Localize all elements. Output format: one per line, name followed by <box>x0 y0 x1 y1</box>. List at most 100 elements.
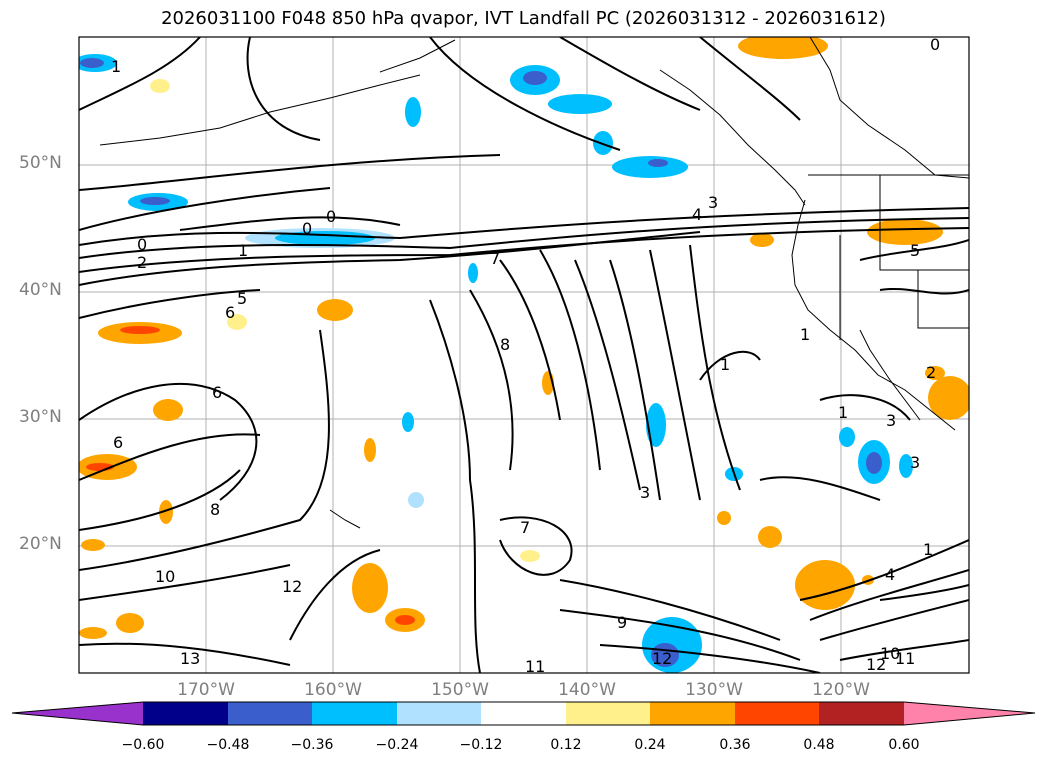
colorbar-segment <box>819 702 904 725</box>
lon-label: 120°W <box>812 680 870 700</box>
contour-label: 1 <box>800 325 810 344</box>
negative-anomaly <box>548 94 612 114</box>
contour-label: 7 <box>520 518 530 537</box>
contour-label: 3 <box>886 411 896 430</box>
positive-anomaly <box>352 563 388 613</box>
contour-label: 11 <box>525 657 545 676</box>
positive-anomaly <box>520 550 540 562</box>
colorbar-tick-label: −0.36 <box>290 737 334 753</box>
contour-label: 4 <box>885 565 895 584</box>
contour-label: 2 <box>137 253 147 272</box>
colorbar-segment <box>397 702 481 725</box>
contour-label: 3 <box>708 193 718 212</box>
colorbar-segment <box>481 702 566 725</box>
contour-label: 5 <box>910 241 920 260</box>
colorbar-segment <box>650 702 735 725</box>
colorbar-tick-label: −0.12 <box>459 737 503 753</box>
colorbar-tick-label: 0.60 <box>888 737 920 753</box>
positive-anomaly <box>717 511 731 525</box>
contour-label: 1 <box>838 403 848 422</box>
contour-label: 12 <box>282 577 302 596</box>
negative-anomaly <box>612 156 688 178</box>
chart-title: 2026031100 F048 850 hPa qvapor, IVT Land… <box>161 8 886 29</box>
colorbar-tick-label: −0.48 <box>206 737 250 753</box>
colorbar-tick-label: 0.24 <box>634 737 666 753</box>
map-frame <box>78 36 970 674</box>
contour-label: 0 <box>326 207 336 226</box>
contour-label: 0 <box>302 219 312 238</box>
colorbar-segment <box>228 702 312 725</box>
contour-label: 6 <box>113 433 123 452</box>
negative-anomaly <box>402 412 414 432</box>
contour-label: 0 <box>137 235 147 254</box>
positive-anomaly <box>317 299 353 321</box>
lon-label: 150°W <box>431 680 489 700</box>
negative-anomaly <box>839 427 855 447</box>
contour-label: 9 <box>617 613 627 632</box>
colorbar-outline <box>11 701 1036 726</box>
contour-label: 10 <box>155 567 175 586</box>
contour-label: 12 <box>652 649 672 668</box>
positive-anomaly <box>364 438 376 462</box>
colorbar-segment <box>312 702 397 725</box>
colorbar-segment <box>143 702 228 725</box>
coastlines <box>99 37 969 529</box>
lat-label: 50°N <box>19 153 62 173</box>
positive-anomaly <box>159 500 173 524</box>
lon-label: 130°W <box>685 680 743 700</box>
colorbar-segment <box>12 702 143 725</box>
positive-anomaly <box>750 233 774 247</box>
positive-anomaly <box>867 219 943 245</box>
lon-label: 170°W <box>177 680 235 700</box>
contour-label: 10 <box>880 644 900 663</box>
positive-anomaly <box>738 37 828 59</box>
lon-label: 160°W <box>304 680 362 700</box>
contour-label: 3 <box>910 453 920 472</box>
positive-anomaly <box>81 539 105 551</box>
colorbar-tick-label: 0.36 <box>719 737 751 753</box>
contour-label: 4 <box>692 205 702 224</box>
contour-label: 6 <box>212 383 222 402</box>
contour-label: 5 <box>237 289 247 308</box>
contour-label: 2 <box>926 363 936 382</box>
qvapor-fill <box>79 37 969 673</box>
negative-anomaly <box>405 97 421 127</box>
contour-label: 7 <box>490 249 500 268</box>
contour-label: 1 <box>111 57 121 76</box>
negative-anomaly <box>468 263 478 283</box>
positive-anomaly <box>758 526 782 548</box>
colorbar-tick-label: 0.12 <box>550 737 582 753</box>
colorbar-tick-label: 0.48 <box>803 737 835 753</box>
positive-anomaly <box>795 560 855 610</box>
colorbar-segment <box>566 702 650 725</box>
contour-label: 8 <box>500 335 510 354</box>
lat-label: 40°N <box>19 280 62 300</box>
map-panel: 0 0 0 0 1 1 1 1 1 1 2 2 3 3 3 3 4 4 5 5 … <box>78 35 970 676</box>
positive-anomaly <box>116 613 144 633</box>
contour-label: 1 <box>923 540 933 559</box>
positive-anomaly <box>150 79 170 93</box>
contour-labels: 0 0 0 0 1 1 1 1 1 1 2 2 3 3 3 3 4 4 5 5 … <box>111 35 940 676</box>
contour-label: 1 <box>238 241 248 260</box>
negative-anomaly <box>646 403 666 447</box>
positive-anomaly <box>928 376 969 420</box>
gridlines <box>79 37 969 673</box>
lon-label: 140°W <box>558 680 616 700</box>
ivt-contours <box>79 37 969 673</box>
negative-anomaly <box>593 131 613 155</box>
contour-label: 0 <box>930 35 940 54</box>
positive-anomaly <box>925 366 945 380</box>
positive-anomaly <box>79 627 107 639</box>
contour-label: 12 <box>866 655 886 674</box>
negative-anomaly <box>408 492 424 508</box>
contour-label: 3 <box>640 483 650 502</box>
colorbar-tick-label: −0.60 <box>121 737 165 753</box>
positive-anomaly <box>153 399 183 421</box>
contour-label: 6 <box>225 303 235 322</box>
lat-label: 20°N <box>19 534 62 554</box>
lat-label: 30°N <box>19 407 62 427</box>
contour-label: 13 <box>180 649 200 668</box>
contour-label: 11 <box>895 649 915 668</box>
colorbar-segment <box>735 702 819 725</box>
colorbar <box>11 701 1036 726</box>
